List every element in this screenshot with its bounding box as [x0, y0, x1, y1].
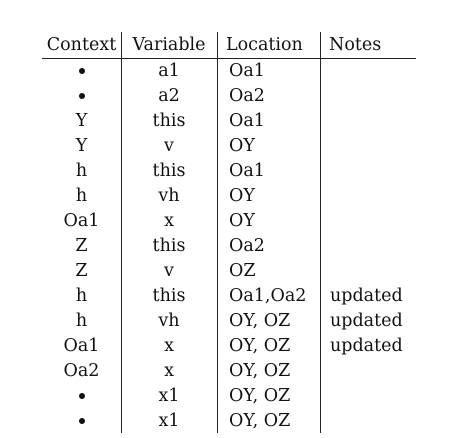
context-bullet-cell	[42, 84, 121, 109]
context-cell: Y	[75, 111, 88, 131]
variable-cell: x	[164, 336, 174, 356]
location-cell: OY, OZ	[229, 311, 291, 331]
bullet-icon	[78, 392, 85, 399]
context-cell: Z	[75, 261, 88, 281]
notes-cell: updated	[330, 336, 403, 356]
location-cell: Oa2	[229, 236, 265, 256]
location-cell: Oa1,Oa2	[229, 286, 307, 306]
variable-cell: this	[152, 111, 186, 131]
location-cell: OY, OZ	[229, 411, 291, 431]
notes-cell: updated	[330, 286, 403, 306]
column-divider-2	[217, 32, 218, 433]
table-row: a2 Oa2	[42, 84, 416, 109]
table-row: h this Oa1,Oa2 updated	[42, 284, 416, 309]
bullet-icon	[78, 67, 85, 74]
location-cell: OY	[229, 186, 255, 206]
context-cell: Oa2	[63, 361, 100, 381]
context-cell: Y	[75, 136, 88, 156]
context-bullet-cell	[42, 409, 121, 434]
variable-cell: a2	[158, 86, 180, 106]
variable-cell: a1	[158, 61, 180, 81]
notes-cell: updated	[330, 311, 403, 331]
context-cell: h	[75, 311, 88, 331]
context-cell: h	[75, 186, 88, 206]
column-header-context: Context	[46, 35, 117, 55]
variable-cell: x1	[158, 411, 180, 431]
table-row: a1 Oa1	[42, 59, 416, 84]
location-cell: Oa1	[229, 111, 265, 131]
variable-cell: v	[164, 136, 174, 156]
variable-cell: x1	[158, 386, 180, 406]
variable-cell: vh	[158, 311, 180, 331]
table-row: Oa2 x OY, OZ	[42, 359, 416, 384]
column-header-notes: Notes	[329, 35, 382, 55]
table-row: h vh OY, OZ updated	[42, 309, 416, 334]
table-row: h this Oa1	[42, 159, 416, 184]
variable-cell: vh	[158, 186, 180, 206]
variable-cell: this	[152, 161, 186, 181]
column-header-variable: Variable	[132, 35, 206, 55]
table-row: x1 OY, OZ	[42, 384, 416, 409]
context-cell: Oa1	[63, 211, 100, 231]
context-variable-table: Context Variable Location Notes a1 Oa1 a2 O…	[42, 32, 416, 433]
column-header-location: Location	[226, 35, 303, 55]
context-cell: Z	[75, 236, 88, 256]
variable-cell: v	[164, 261, 174, 281]
header-divider	[42, 58, 416, 59]
context-bullet-cell	[42, 384, 121, 409]
table-row: h vh OY	[42, 184, 416, 209]
variable-cell: x	[164, 211, 174, 231]
location-cell: Oa1	[229, 161, 265, 181]
location-cell: OY	[229, 211, 255, 231]
location-cell: Oa1	[229, 61, 265, 81]
context-cell: h	[75, 161, 88, 181]
context-cell: h	[75, 286, 88, 306]
variable-cell: x	[164, 361, 174, 381]
location-cell: Oa2	[229, 86, 265, 106]
location-cell: OZ	[229, 261, 256, 281]
location-cell: OY	[229, 136, 255, 156]
location-cell: OY, OZ	[229, 336, 291, 356]
table-row: Oa1 x OY, OZ updated	[42, 334, 416, 359]
table-row: Oa1 x OY	[42, 209, 416, 234]
context-bullet-cell	[42, 59, 121, 84]
location-cell: OY, OZ	[229, 386, 291, 406]
bullet-icon	[78, 92, 85, 99]
variable-cell: this	[152, 286, 186, 306]
variable-cell: this	[152, 236, 186, 256]
column-divider-1	[121, 32, 122, 433]
table-row: x1 OY, OZ	[42, 409, 416, 434]
bullet-icon	[78, 417, 85, 424]
context-cell: Oa1	[63, 336, 100, 356]
table-header-row: Context Variable Location Notes	[42, 32, 416, 58]
location-cell: OY, OZ	[229, 361, 291, 381]
column-divider-3	[320, 32, 321, 433]
